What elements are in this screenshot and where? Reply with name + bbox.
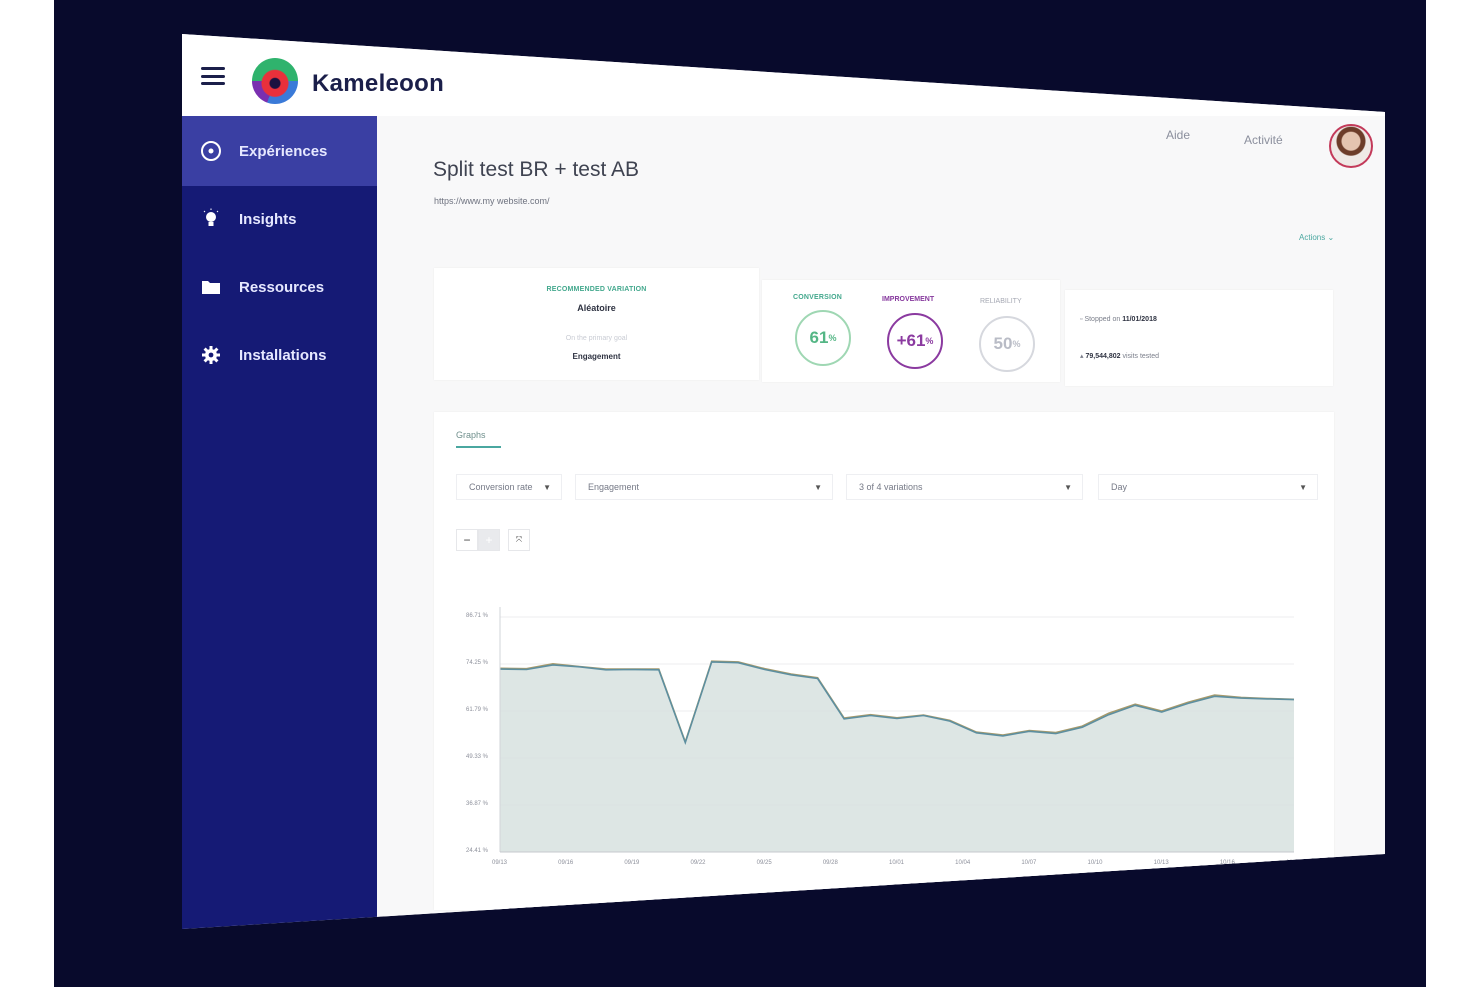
caret-down-icon: ▼ [814, 482, 822, 492]
help-link[interactable]: Aide [1166, 128, 1191, 142]
sidebar-item-label: Installations [239, 346, 327, 364]
tab-graphs-label: Graphs [456, 430, 486, 440]
activity-link[interactable]: Activité [1244, 133, 1283, 147]
sidebar: Expériences Insights Ressources Installa… [182, 116, 377, 929]
tab-graphs[interactable]: Graphs [456, 430, 501, 448]
x-tick-label: 10/16 [1219, 860, 1235, 866]
reliability-gauge: 50% [979, 316, 1035, 372]
period-select-value: Day [1111, 482, 1128, 492]
sidebar-item-insights[interactable]: Insights [182, 184, 377, 254]
x-tick-label: 10/13 [1153, 860, 1169, 866]
expand-icon: ⤧ [515, 535, 523, 544]
sidebar-item-label: Insights [239, 210, 297, 228]
recommended-variation-value: Aléatoire [577, 303, 616, 313]
sidebar-item-installations[interactable]: Installations [182, 320, 377, 390]
metric-select-value: Conversion rate [469, 482, 533, 492]
user-icon: ▴ [1080, 353, 1084, 360]
y-tick-label: 74.25 % [466, 660, 489, 666]
series-area [500, 661, 1294, 852]
series-line [499, 661, 1295, 746]
improvement-unit: % [925, 336, 934, 346]
lightbulb-icon [200, 208, 222, 230]
chevron-down-icon: ⌄ [1327, 233, 1335, 242]
visits-row: ▴ 79,544,802 visits tested [1080, 352, 1159, 360]
top-bar: Kameleoon [182, 34, 1385, 116]
sidebar-item-ressources[interactable]: Ressources [182, 252, 377, 322]
caret-down-icon: ▼ [1064, 482, 1072, 492]
visits-label: visits tested [1122, 353, 1160, 360]
sidebar-item-label: Ressources [239, 278, 325, 296]
goal-select[interactable]: Engagement ▼ [575, 474, 833, 500]
stopped-date: 11/01/2018 [1122, 316, 1157, 323]
brand-name: Kameleoon [312, 70, 445, 97]
goal-value: Engagement [572, 352, 621, 361]
recommended-variation-card: RECOMMENDED VARIATION Aléatoire On the p… [434, 268, 759, 380]
page-title: Split test BR + test AB [433, 158, 640, 181]
y-tick-label: 86.71 % [466, 613, 489, 619]
x-tick-label: 09/19 [624, 860, 640, 866]
metrics-card: CONVERSION 61% IMPROVEMENT +61% RELIABIL… [762, 280, 1060, 382]
x-tick-label: 09/13 [492, 860, 508, 866]
avatar[interactable] [1329, 124, 1373, 168]
x-tick-label: 09/28 [822, 860, 838, 866]
metric-select[interactable]: Conversion rate ▼ [456, 474, 562, 500]
app-window: Kameleoon Expériences Insights Ressource… [182, 34, 1385, 929]
improvement-value: +61 [896, 331, 926, 350]
page-url[interactable]: https://www.my website.com/ [434, 196, 550, 206]
conversion-chart [499, 607, 1295, 853]
reliability-label: RELIABILITY [980, 298, 1022, 305]
actions-dropdown[interactable]: Actions ⌄ [1299, 233, 1334, 242]
x-tick-label: 09/25 [756, 860, 772, 866]
sidebar-item-label: Expériences [239, 142, 328, 160]
conversion-unit: % [828, 333, 837, 343]
zoom-in-button[interactable]: + [478, 529, 500, 551]
stopped-label: Stopped on [1084, 316, 1121, 323]
caret-down-icon: ▼ [1299, 482, 1307, 492]
visits-count: 79,544,802 [1085, 353, 1121, 360]
kameleoon-logo-icon [252, 58, 298, 104]
x-tick-label: 10/10 [1087, 860, 1103, 866]
actions-label: Actions [1299, 233, 1326, 242]
improvement-gauge: +61% [887, 313, 943, 369]
period-select[interactable]: Day ▼ [1098, 474, 1318, 500]
x-tick-label: 10/07 [1021, 860, 1037, 866]
x-tick-label: 09/22 [690, 860, 706, 866]
goal-hint: On the primary goal [565, 335, 628, 342]
zoom-out-button[interactable]: − [456, 529, 478, 551]
minus-icon: − [463, 533, 471, 547]
stopped-row: ▫ Stopped on 11/01/2018 [1080, 316, 1157, 323]
x-tick-label: 10/19 [1286, 860, 1302, 866]
conversion-gauge: 61% [795, 310, 851, 366]
screen-background: Kameleoon Expériences Insights Ressource… [54, 0, 1426, 987]
reliability-unit: % [1012, 339, 1021, 349]
calendar-icon: ▫ [1080, 316, 1083, 323]
x-tick-label: 10/04 [955, 860, 971, 866]
conversion-value: 61 [809, 328, 829, 347]
conversion-label: CONVERSION [793, 294, 843, 301]
main-content: Aide Activité Split test BR + test AB ht… [377, 116, 1385, 929]
gear-icon [200, 344, 222, 366]
reliability-value: 50 [993, 334, 1013, 353]
variations-select-value: 3 of 4 variations [859, 482, 923, 492]
x-tick-label: 09/16 [558, 860, 574, 866]
experiences-icon [200, 140, 222, 162]
graphs-panel: Graphs Conversion rate ▼ Engagement ▼ 3 of… [434, 412, 1334, 910]
recommended-variation-label: RECOMMENDED VARIATION [546, 286, 647, 293]
y-tick-label: 36.87 % [466, 801, 489, 807]
variations-select[interactable]: 3 of 4 variations ▼ [846, 474, 1083, 500]
x-tick-label: 10/01 [889, 860, 905, 866]
fullscreen-button[interactable]: ⤧ [508, 529, 530, 551]
goal-select-value: Engagement [588, 482, 640, 492]
active-tab-underline [456, 446, 501, 448]
improvement-label: IMPROVEMENT [882, 296, 935, 303]
plus-icon: + [485, 533, 493, 547]
y-tick-label: 49.33 % [466, 754, 489, 760]
test-status-card: ▫ Stopped on 11/01/2018 ▴ 79,544,802 vis… [1065, 290, 1333, 386]
caret-down-icon: ▼ [543, 482, 551, 492]
menu-icon[interactable] [201, 67, 225, 85]
y-tick-label: 61.79 % [466, 707, 489, 713]
y-tick-label: 24.41 % [466, 848, 489, 854]
sidebar-item-experiences[interactable]: Expériences [182, 116, 377, 186]
folder-icon [200, 276, 222, 298]
